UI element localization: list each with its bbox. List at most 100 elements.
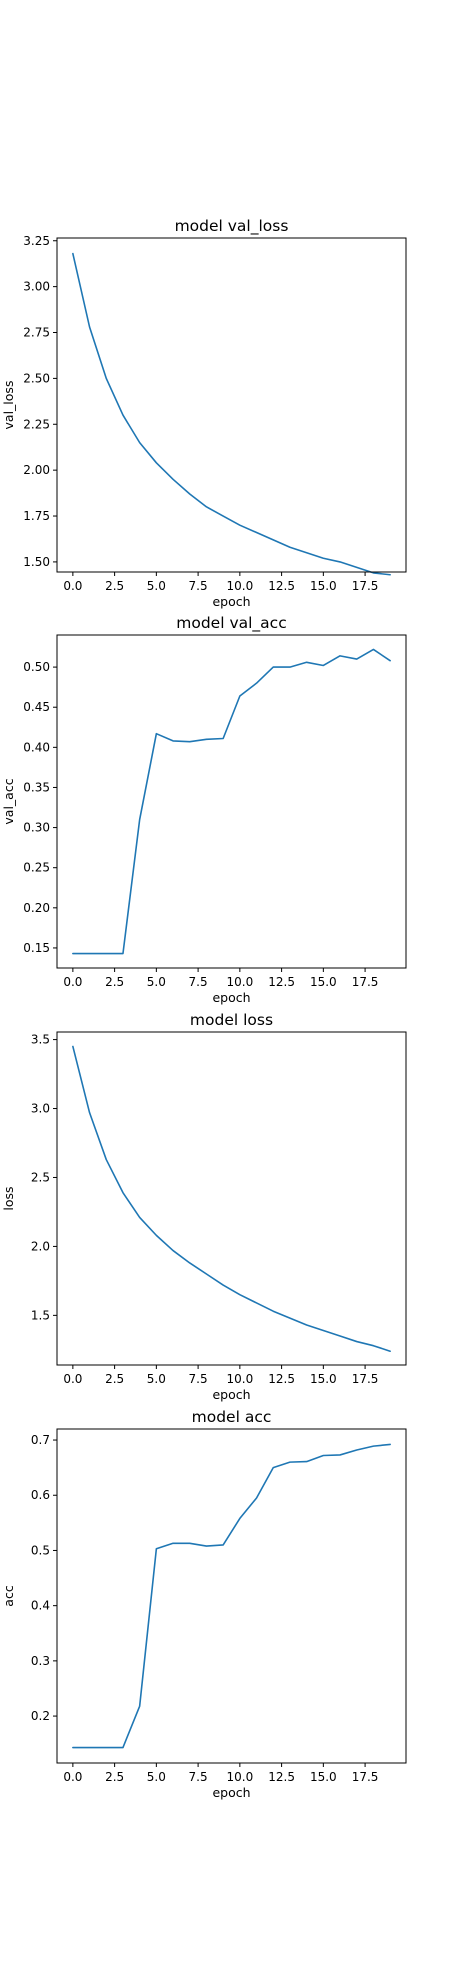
data-point: [88, 952, 91, 955]
data-point: [138, 1705, 141, 1708]
data-point: [339, 1453, 342, 1456]
axes-frame: [56, 1428, 407, 1764]
x-tick-label: 2.5: [105, 975, 124, 989]
y-tick-label: 2.00: [23, 463, 50, 477]
data-point: [172, 478, 175, 481]
x-tick-label: 5.0: [147, 1372, 166, 1386]
x-tick-label: 17.5: [352, 975, 379, 989]
x-tick-label: 15.0: [310, 975, 337, 989]
series-line: [72, 648, 391, 955]
data-point: [238, 524, 241, 527]
x-axis-label: epoch: [212, 1785, 250, 1800]
data-point: [255, 682, 258, 685]
data-point: [138, 1216, 141, 1219]
x-tick-label: 17.5: [352, 1372, 379, 1386]
axes-frame: [56, 237, 407, 573]
x-tick-label: 10.0: [226, 975, 253, 989]
x-tick-label: 5.0: [147, 1770, 166, 1784]
x-tick-label: 15.0: [310, 1372, 337, 1386]
chart-2: 0.0 2.5 5.0 7.5 10.0 12.5 15.0 17.5 0.15 0.20 0.25…: [1, 614, 407, 1005]
data-point: [172, 739, 175, 742]
x-tick-label: 10.0: [226, 1770, 253, 1784]
data-point: [288, 666, 291, 669]
y-tick-label: 2.0: [31, 1239, 50, 1253]
data-point: [255, 1497, 258, 1500]
chart-title: model val_loss: [175, 217, 289, 236]
data-point: [238, 694, 241, 697]
data-point: [222, 1543, 225, 1546]
x-tick-label: 2.5: [105, 1770, 124, 1784]
y-tick-label: 2.5: [31, 1170, 50, 1184]
axes-frame: [56, 1031, 407, 1366]
y-tick-label: 1.50: [23, 555, 50, 569]
data-point: [339, 1335, 342, 1338]
data-point: [155, 1547, 158, 1550]
y-tick-label: 3.00: [23, 280, 50, 294]
data-point: [305, 551, 308, 554]
data-point: [188, 1542, 191, 1545]
data-point: [389, 573, 392, 576]
y-axis-label: acc: [1, 1585, 16, 1607]
series-line: [72, 1443, 391, 1749]
x-tick-label: 7.5: [189, 1372, 208, 1386]
y-tick-label: 0.30: [23, 821, 50, 835]
data-point: [322, 1454, 325, 1457]
data-point: [105, 952, 108, 955]
x-tick-label: 12.5: [268, 579, 295, 593]
y-tick-label: 3.25: [23, 234, 50, 248]
x-tick-label: 17.5: [352, 1770, 379, 1784]
x-tick-label: 0.0: [63, 579, 82, 593]
x-tick-label: 10.0: [226, 1372, 253, 1386]
data-point: [121, 414, 124, 417]
data-point: [372, 1445, 375, 1448]
data-point: [288, 1317, 291, 1320]
y-tick-label: 1.5: [31, 1308, 50, 1322]
chart-title: model loss: [190, 1011, 273, 1029]
data-point: [71, 252, 74, 255]
data-point: [305, 1324, 308, 1327]
y-tick-label: 0.35: [23, 780, 50, 794]
data-point: [121, 952, 124, 955]
y-tick-label: 0.40: [23, 740, 50, 754]
y-axis-label: val_loss: [1, 381, 16, 430]
data-point: [172, 1249, 175, 1252]
y-tick-label: 3.5: [31, 1033, 50, 1047]
x-tick-label: 7.5: [189, 1770, 208, 1784]
data-point: [88, 326, 91, 329]
data-point: [138, 441, 141, 444]
data-point: [272, 538, 275, 541]
data-point: [205, 738, 208, 741]
data-point: [105, 377, 108, 380]
data-point: [71, 1045, 74, 1048]
data-point: [222, 515, 225, 518]
x-axis-label: epoch: [212, 594, 250, 609]
data-point: [121, 1746, 124, 1749]
y-tick-label: 0.6: [31, 1488, 50, 1502]
data-point: [389, 1350, 392, 1353]
x-tick-label: 7.5: [189, 579, 208, 593]
data-point: [205, 1545, 208, 1548]
data-point: [155, 461, 158, 464]
data-point: [339, 560, 342, 563]
y-tick-label: 0.20: [23, 901, 50, 915]
y-tick-label: 0.7: [31, 1433, 50, 1447]
y-tick-label: 0.4: [31, 1599, 50, 1613]
y-tick-label: 0.5: [31, 1543, 50, 1557]
data-point: [238, 1293, 241, 1296]
data-point: [105, 1746, 108, 1749]
data-point: [322, 664, 325, 667]
data-point: [188, 493, 191, 496]
data-point: [88, 1746, 91, 1749]
series-line: [72, 1045, 391, 1353]
data-point: [255, 531, 258, 534]
data-point: [255, 1301, 258, 1304]
data-point: [272, 1310, 275, 1313]
data-point: [372, 1344, 375, 1347]
y-tick-label: 2.75: [23, 326, 50, 340]
data-point: [389, 659, 392, 662]
x-tick-label: 0.0: [63, 1770, 82, 1784]
data-point: [288, 1461, 291, 1464]
x-axis-label: epoch: [212, 990, 250, 1005]
x-tick-label: 15.0: [310, 579, 337, 593]
